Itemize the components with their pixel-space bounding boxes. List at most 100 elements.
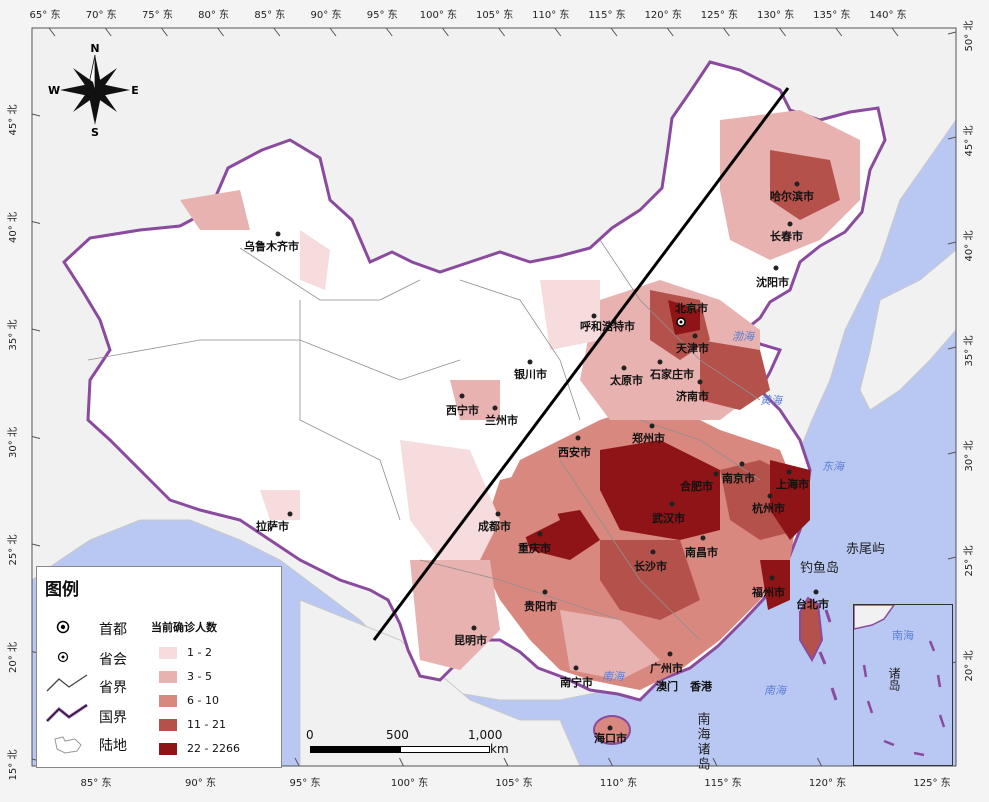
- scale-segment-2: [400, 746, 490, 753]
- compass-e: E: [131, 84, 139, 97]
- top-tick-mark-15: [891, 27, 899, 37]
- class-label-3: 6 - 10: [187, 694, 219, 707]
- city-urumqi: 乌鲁木齐市: [244, 239, 299, 253]
- left-tick-mark-1: [31, 221, 41, 224]
- class-label-2: 3 - 5: [187, 670, 212, 683]
- top-tick-mark-6: [385, 27, 393, 37]
- right-tick-5: 25° 北: [963, 546, 975, 577]
- top-tick-mark-11: [666, 27, 674, 37]
- legend-provincial-border: 省界: [99, 680, 127, 696]
- city-shanghai: 上海市: [776, 477, 809, 491]
- top-tick-mark-7: [441, 27, 449, 37]
- top-tick-9: 110° 东: [532, 8, 569, 21]
- scale-zero: 0: [306, 728, 314, 742]
- city-yinchuan: 银川市: [514, 367, 547, 381]
- class-swatch-5: [159, 743, 177, 755]
- city-wuhan: 武汉市: [652, 511, 685, 525]
- right-tick-6: 20° 北: [963, 651, 975, 682]
- nine-dash-line: [818, 609, 838, 701]
- provincial-capital-icon: [55, 649, 71, 669]
- top-tick-6: 95° 东: [367, 8, 398, 21]
- sea-bohai: 渤海: [732, 330, 756, 343]
- bottom-tick-0: 85° 东: [81, 776, 112, 789]
- city-nanjing: 南京市: [722, 471, 755, 485]
- bottom-tick-mark-6: [712, 757, 718, 767]
- city-lhasa: 拉萨市: [256, 519, 289, 533]
- right-tick-mark-2: [947, 241, 957, 245]
- bottom-tick-2: 95° 东: [290, 776, 321, 789]
- city-nanchang: 南昌市: [685, 545, 718, 559]
- city-aomen: 澳门: [656, 679, 678, 693]
- bottom-tick-1: 90° 东: [185, 776, 216, 789]
- provincial-border-icon: [45, 673, 89, 699]
- city-guiyang: 贵阳市: [524, 599, 557, 613]
- top-tick-10: 115° 东: [588, 8, 625, 21]
- right-tick-1: 45° 北: [963, 126, 975, 157]
- bottom-tick-labels: 85° 东 90° 东 95° 东 100° 东 105° 东 110° 东 115° 东 1…: [81, 757, 951, 789]
- top-tick-mark-4: [273, 27, 281, 37]
- left-tick-1: 40° 北: [7, 212, 19, 243]
- legend-provincial-capital: 省会: [99, 652, 127, 668]
- class-label-5: 22 - 2266: [187, 742, 240, 755]
- city-nanning: 南宁市: [560, 675, 593, 689]
- class-swatch-3: [159, 695, 177, 707]
- right-tick-mark-5: [947, 556, 957, 560]
- bottom-tick-7: 120° 东: [809, 776, 846, 789]
- city-hongkong: 香港: [689, 679, 713, 693]
- right-tick-4: 30° 北: [963, 441, 975, 472]
- bottom-tick-mark-3: [399, 757, 404, 767]
- right-tick-3: 35° 北: [963, 336, 975, 367]
- inset-nanhai: 南海: [892, 628, 914, 642]
- top-tick-1: 70° 东: [86, 8, 117, 21]
- city-kunming: 昆明市: [454, 633, 487, 647]
- city-tianjin: 天津市: [676, 341, 709, 355]
- city-chengdu: 成都市: [478, 519, 511, 533]
- scale-bar: 0 500 1,000 km: [300, 728, 520, 758]
- city-taipei: 台北市: [796, 597, 829, 611]
- city-hefei: 合肥市: [680, 479, 713, 493]
- city-xining: 西宁市: [446, 403, 479, 417]
- top-tick-5: 90° 东: [311, 8, 342, 21]
- bottom-tick-mark-5: [608, 757, 613, 767]
- left-tick-2: 35° 北: [7, 320, 19, 351]
- city-changchun: 长春市: [770, 229, 803, 243]
- left-tick-mark-3: [31, 436, 41, 439]
- top-tick-mark-14: [835, 27, 843, 37]
- legend-land: 陆地: [99, 738, 127, 754]
- right-tick-labels: 50° 北 45° 北 40° 北 35° 北 30° 北 25° 北 20° 北: [947, 21, 975, 682]
- land-icon: [51, 733, 85, 759]
- scale-max: 1,000: [468, 728, 503, 742]
- city-zhengzhou: 郑州市: [632, 431, 665, 445]
- sea-nanhai-2: 南海: [764, 684, 788, 697]
- city-hohhot: 呼和浩特市: [580, 319, 635, 333]
- bottom-tick-6: 115° 东: [704, 776, 741, 789]
- left-tick-labels: 45° 北 40° 北 35° 北 30° 北 25° 北 20° 北 15° 北: [7, 105, 41, 780]
- right-tick-mark-1: [947, 136, 957, 140]
- top-tick-mark-13: [779, 27, 786, 37]
- label-nanhai-zhudao: 南海诸岛: [695, 711, 711, 772]
- left-tick-mark-0: [31, 113, 41, 117]
- top-tick-mark-9: [554, 27, 562, 37]
- legend-capital: 首都: [99, 622, 127, 638]
- top-tick-4: 85° 东: [254, 8, 285, 21]
- bottom-tick-mark-4: [503, 757, 509, 767]
- left-tick-5: 20° 北: [7, 642, 19, 673]
- city-xian: 西安市: [558, 445, 591, 459]
- city-haikou: 海口市: [594, 731, 627, 745]
- top-tick-11: 120° 东: [645, 8, 682, 21]
- sea-nanhai-1: 南海: [602, 670, 626, 683]
- top-tick-15: 140° 东: [869, 8, 906, 21]
- class-label-4: 11 - 21: [187, 718, 226, 731]
- inset-zhudao: 诸岛: [887, 667, 901, 692]
- top-tick-3: 80° 东: [198, 8, 229, 21]
- legend-title: 图例: [45, 580, 79, 600]
- right-tick-mark-4: [947, 451, 957, 455]
- japan-land: [859, 248, 957, 411]
- city-fuzhou: 福州市: [751, 585, 785, 599]
- legend-panel: 图例 首都 省会 省界 国界 陆地 当前确诊人数 1 - 2 3 - 5 6 -…: [36, 566, 282, 768]
- top-tick-mark-1: [104, 27, 112, 37]
- top-tick-mark-10: [610, 27, 618, 37]
- compass-s: S: [91, 126, 99, 139]
- top-tick-0: 65° 东: [30, 8, 61, 21]
